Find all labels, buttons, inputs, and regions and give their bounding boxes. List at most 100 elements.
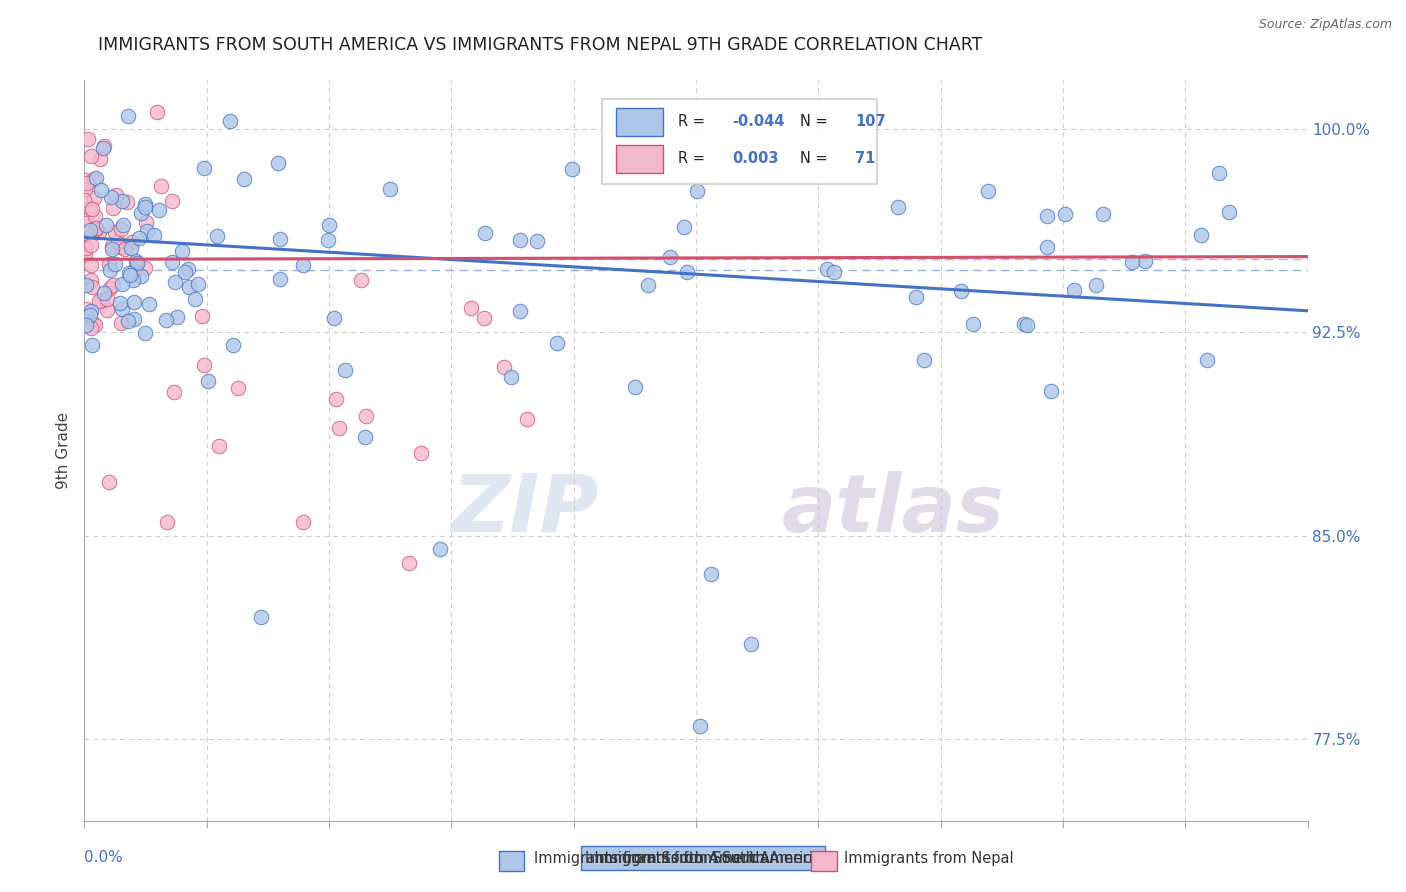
Point: [75, 301, 97, 316]
Point: [179, 280, 201, 294]
Point: [494, 359, 516, 374]
Point: [1197, 353, 1219, 368]
Point: [156, 516, 179, 530]
Point: [193, 161, 215, 175]
Text: ZIP: ZIP: [451, 471, 598, 549]
Point: [112, 218, 135, 232]
Point: [187, 277, 209, 292]
Point: [637, 278, 659, 293]
Point: [1036, 240, 1059, 254]
Point: [155, 312, 177, 326]
Point: [118, 268, 141, 282]
Point: [160, 255, 183, 269]
Point: [134, 197, 156, 211]
Point: [1121, 255, 1143, 269]
Point: [129, 269, 152, 284]
Point: [75, 247, 97, 261]
Text: Immigrants from South America: Immigrants from South America: [534, 851, 769, 865]
Point: [547, 335, 569, 350]
Text: 71: 71: [855, 152, 876, 166]
Point: [108, 296, 131, 310]
Point: [82, 316, 104, 330]
Point: [291, 516, 314, 530]
Point: [117, 109, 139, 123]
Point: [110, 316, 132, 330]
Point: [325, 392, 347, 406]
Point: [138, 297, 160, 311]
Point: [950, 284, 973, 298]
Point: [110, 240, 132, 254]
Point: [350, 273, 373, 287]
Point: [124, 261, 146, 276]
Text: Immigrants from Nepal: Immigrants from Nepal: [844, 851, 1014, 865]
Text: R =: R =: [678, 152, 704, 166]
Point: [1208, 166, 1230, 180]
Point: [904, 290, 927, 304]
Point: [170, 244, 193, 258]
Point: [561, 162, 583, 177]
Point: [136, 224, 159, 238]
Point: [73, 173, 96, 187]
Point: [84, 318, 107, 333]
Point: [111, 277, 134, 292]
Point: [887, 200, 910, 214]
Point: [672, 219, 695, 234]
Point: [398, 556, 420, 570]
Point: [222, 338, 245, 352]
Point: [129, 206, 152, 220]
Point: [104, 257, 127, 271]
Point: [75, 241, 97, 255]
Text: N =: N =: [800, 152, 828, 166]
Point: [323, 310, 346, 325]
Point: [685, 184, 707, 198]
Point: [266, 155, 288, 169]
Point: [135, 215, 157, 229]
Point: [124, 312, 146, 326]
Point: [166, 310, 188, 325]
Point: [1053, 207, 1076, 221]
Point: [700, 566, 723, 581]
Point: [79, 308, 101, 322]
FancyBboxPatch shape: [602, 99, 877, 184]
Point: [149, 179, 172, 194]
Point: [89, 152, 111, 166]
Point: [509, 304, 531, 318]
Point: [104, 187, 127, 202]
Point: [98, 263, 121, 277]
Point: [1017, 318, 1039, 332]
Point: [75, 227, 97, 241]
Point: [115, 195, 138, 210]
Point: [962, 317, 984, 331]
Point: [740, 637, 762, 651]
Point: [122, 273, 145, 287]
Point: [190, 310, 212, 324]
Point: [82, 202, 104, 217]
Point: [162, 194, 184, 208]
Point: [1012, 317, 1035, 331]
Point: [80, 258, 103, 272]
Point: [197, 374, 219, 388]
Point: [104, 225, 127, 239]
Text: Source: ZipAtlas.com: Source: ZipAtlas.com: [1258, 18, 1392, 31]
Point: [474, 310, 496, 325]
Point: [93, 286, 115, 301]
Point: [815, 262, 838, 277]
Point: [80, 321, 103, 335]
Point: [80, 280, 103, 294]
Point: [120, 241, 142, 255]
Point: [429, 542, 451, 557]
Point: [474, 226, 496, 240]
Point: [73, 194, 96, 208]
Point: [659, 250, 682, 264]
Point: [183, 292, 205, 306]
Point: [89, 226, 111, 240]
Point: [111, 301, 134, 316]
Point: [93, 138, 115, 153]
Point: [177, 261, 200, 276]
Point: [110, 194, 132, 208]
Point: [623, 380, 645, 394]
Text: 107: 107: [855, 114, 886, 129]
Point: [1091, 207, 1114, 221]
Point: [509, 234, 531, 248]
Point: [82, 338, 104, 352]
